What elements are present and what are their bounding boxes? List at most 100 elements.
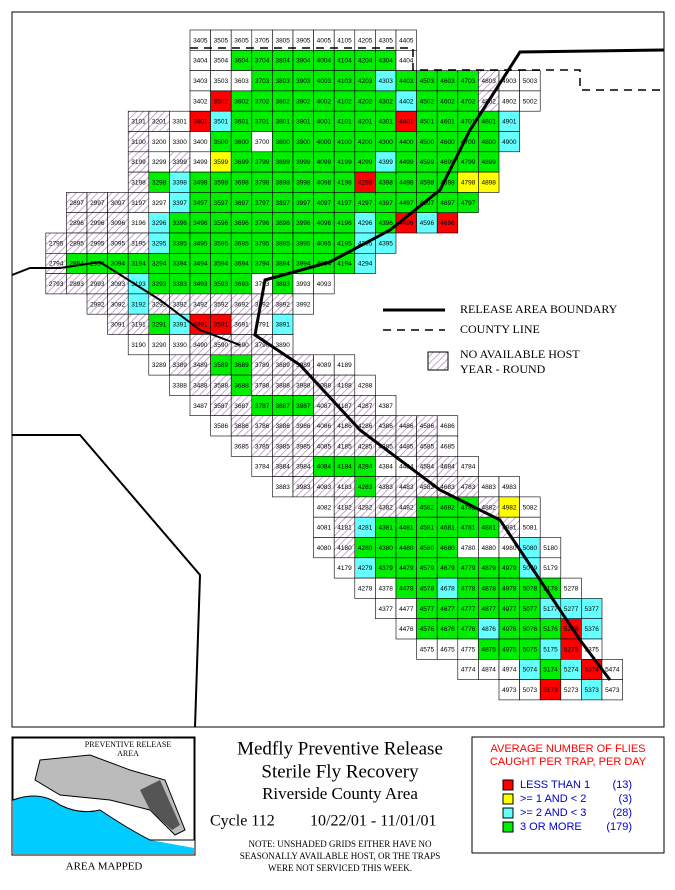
cell-label: 3301 <box>172 119 187 126</box>
cell-label: 4477 <box>399 606 414 613</box>
county-border <box>12 434 202 728</box>
grid: 3405 3505 3605 3705 3805 3905 4005 4105 4205 4305… <box>45 29 623 701</box>
cell-label: 3997 <box>296 200 311 207</box>
cell-label: 2795 <box>49 240 64 247</box>
cell-label: 4401 <box>399 119 414 126</box>
cell-label: 3999 <box>296 159 311 166</box>
cell-label: 4784 <box>461 464 476 471</box>
cell-label: 5077 <box>523 606 538 613</box>
cell-label: 3588 <box>214 382 229 389</box>
cell-label: 4380 <box>378 545 393 552</box>
cell-label: 3688 <box>234 382 249 389</box>
cell-label: 4195 <box>337 240 352 247</box>
cell-label: 5377 <box>584 606 599 613</box>
cell-label: 4300 <box>378 139 393 146</box>
cell-label: 4278 <box>358 585 373 592</box>
cell-label: 4377 <box>378 606 393 613</box>
cell-label: 4486 <box>399 423 414 430</box>
cell-label: 4200 <box>358 139 373 146</box>
cell-label: 3591 <box>214 322 229 329</box>
cell-label: 4002 <box>317 98 332 105</box>
cell-label: 3402 <box>193 98 208 105</box>
cell-label: 4403 <box>399 78 414 85</box>
cell-label: 4185 <box>337 443 352 450</box>
cell-label: 3791 <box>255 322 270 329</box>
cell-label: 3801 <box>275 119 290 126</box>
cell-label: 4782 <box>461 504 476 511</box>
cell-label: 3792 <box>255 301 270 308</box>
cell-label: 4778 <box>461 585 476 592</box>
cell-label: 4383 <box>378 484 393 491</box>
cell-label: 4400 <box>399 139 414 146</box>
cell-label: 4783 <box>461 484 476 491</box>
cell-label: 4500 <box>420 139 435 146</box>
cell-label: 4801 <box>481 119 496 126</box>
cell-label: 3903 <box>296 78 311 85</box>
cell-label: 4585 <box>420 443 435 450</box>
cell-label: 4703 <box>461 78 476 85</box>
cell-label: 4287 <box>358 403 373 410</box>
cell-label: 3091 <box>111 322 126 329</box>
legend-text: YEAR - ROUND <box>460 362 546 376</box>
cell-label: 4575 <box>420 646 435 653</box>
cell-label: 3993 <box>296 281 311 288</box>
cell-label: 3195 <box>131 240 146 247</box>
cell-label: 3695 <box>234 240 249 247</box>
cell-label: 4777 <box>461 606 476 613</box>
legend-swatch <box>502 779 514 791</box>
cell-label: 3800 <box>275 139 290 146</box>
cell-label: 4600 <box>440 139 455 146</box>
cell-label: 3798 <box>255 179 270 186</box>
inset-label: PREVENTIVE RELEASE <box>85 740 172 749</box>
cell-label: 3905 <box>296 37 311 44</box>
cell-label: 3389 <box>172 362 187 369</box>
cell-label: 4800 <box>481 139 496 146</box>
cell-label: 4184 <box>337 464 352 471</box>
cell-label: 2995 <box>90 240 105 247</box>
cell-label: 3193 <box>131 281 146 288</box>
cell-label: 3097 <box>111 200 126 207</box>
cell-label: 4876 <box>481 626 496 633</box>
cell-label: 3900 <box>296 139 311 146</box>
cell-label: 4498 <box>399 179 414 186</box>
cell-label: 5375 <box>584 646 599 653</box>
cell-label: 3694 <box>234 261 249 268</box>
cell-label: 4874 <box>481 667 496 674</box>
cell-label: 4286 <box>358 423 373 430</box>
cell-label: 3802 <box>275 98 290 105</box>
grid-cell <box>601 679 623 701</box>
cell-label: 3291 <box>152 322 167 329</box>
cell-label: 4001 <box>317 119 332 126</box>
cell-label: 4774 <box>461 667 476 674</box>
cell-label: 4088 <box>317 382 332 389</box>
cell-label: 4683 <box>440 484 455 491</box>
cell-label: 3296 <box>152 220 167 227</box>
cell-label: 2894 <box>69 261 84 268</box>
cell-label: 3501 <box>214 119 229 126</box>
cell-label: 3299 <box>152 159 167 166</box>
cell-label: 4682 <box>440 504 455 511</box>
cell-label: 4379 <box>378 565 393 572</box>
legend-count: (28) <box>612 807 632 819</box>
cell-label: 3201 <box>152 119 167 126</box>
county-line <box>190 47 664 91</box>
cell-label: 4385 <box>378 443 393 450</box>
title: Medfly Preventive Release <box>237 738 443 759</box>
cell-label: 4685 <box>440 443 455 450</box>
cell-label: 3698 <box>234 179 249 186</box>
cell-label: 4084 <box>317 464 332 471</box>
inset-label: AREA <box>117 749 139 758</box>
cell-label: 3996 <box>296 220 311 227</box>
cell-label: 3596 <box>214 220 229 227</box>
cell-label: 3892 <box>275 301 290 308</box>
cell-label: 5176 <box>543 626 558 633</box>
cell-label: 3804 <box>275 58 290 65</box>
cell-label: 4098 <box>317 179 332 186</box>
cell-label: 4580 <box>420 545 435 552</box>
cell-label: 3589 <box>214 362 229 369</box>
cell-label: 4405 <box>399 37 414 44</box>
cell-label: 3887 <box>275 403 290 410</box>
cell-label: 4387 <box>378 403 393 410</box>
cell-label: 5075 <box>523 646 538 653</box>
grid-cell <box>354 253 376 274</box>
